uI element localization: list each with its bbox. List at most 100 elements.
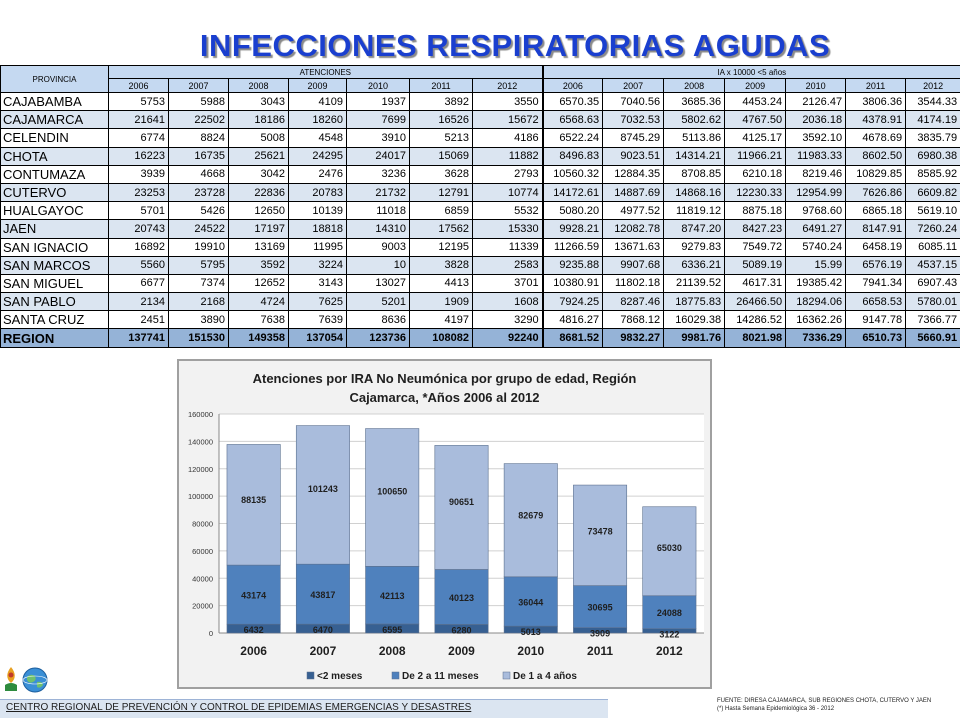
ia-cell: 4816.27 (541, 310, 604, 330)
province-name: SANTA CRUZ (0, 310, 109, 330)
ia-cell: 6570.35 (541, 91, 604, 112)
ia-cell: 3835.79 (905, 128, 960, 148)
data-label: 43174 (241, 591, 266, 601)
ia-cell: 9235.88 (541, 255, 604, 275)
legend-swatch (306, 671, 315, 680)
ia-cell: 8496.83 (541, 146, 604, 166)
chart-title: Atenciones por IRA No Neumónica por grup… (179, 369, 710, 407)
atenciones-cell: 15330 (471, 219, 544, 239)
ia-cell: 6576.19 (845, 255, 907, 275)
atenciones-cell: 7625 (288, 292, 347, 312)
ia-cell: 14868.16 (663, 182, 726, 203)
source-note: FUENTE: DIRESA CAJAMARCA, SUB REGIONES C… (717, 697, 931, 713)
atenciones-cell: 16223 (108, 146, 169, 166)
ia-cell: 8585.92 (905, 164, 960, 184)
atenciones-cell: 4668 (168, 164, 229, 184)
atenciones-cell: 2793 (471, 164, 544, 184)
atenciones-cell: 10 (346, 255, 410, 275)
data-label: 40123 (449, 593, 474, 603)
x-tick-label: 2007 (310, 644, 337, 658)
ia-cell: 9023.51 (602, 146, 665, 166)
atenciones-cell: 5795 (168, 255, 229, 275)
y-tick-label: 40000 (192, 574, 213, 583)
atenciones-cell: 18186 (228, 110, 289, 130)
atenciones-cell: 3592 (228, 255, 289, 275)
ia-cell: 8708.85 (663, 164, 726, 184)
header-year-aten: 2012 (471, 78, 544, 93)
atenciones-cell: 2168 (168, 292, 229, 312)
header-year-aten: 2008 (228, 78, 289, 93)
ia-cell: 8875.18 (724, 201, 787, 221)
bar-segment (295, 425, 350, 565)
atenciones-cell: 3628 (409, 164, 473, 184)
atenciones-cell: 2583 (471, 255, 544, 275)
table-row: SAN IGNACIO 16892 19910 13169 11995 9003 12195… (0, 237, 960, 257)
atenciones-cell: 7699 (346, 110, 410, 130)
table-row: CONTUMAZA 3939 4668 3042 2476 3236 3628 2793 105… (0, 164, 960, 184)
atenciones-cell: 11995 (288, 237, 347, 257)
atenciones-cell: 5988 (168, 91, 229, 112)
atenciones-cell: 3290 (471, 310, 544, 330)
atenciones-cell: 12652 (228, 273, 289, 294)
atenciones-cell: 3143 (288, 273, 347, 294)
province-name: SAN MARCOS (0, 255, 109, 275)
ia-cell: 4977.52 (602, 201, 665, 221)
ia-cell: 6609.82 (905, 182, 960, 203)
source-line-1: FUENTE: DIRESA CAJAMARCA, SUB REGIONES C… (717, 698, 932, 704)
atenciones-cell: 20783 (288, 182, 347, 203)
ia-cell: 9832.27 (602, 328, 665, 348)
atenciones-cell: 18818 (288, 219, 347, 239)
atenciones-cell: 18260 (288, 110, 347, 130)
bar-segment (573, 484, 628, 586)
data-label: 24088 (657, 608, 682, 618)
header-year-aten: 2011 (409, 78, 473, 93)
data-label: 6432 (244, 625, 264, 635)
header-year-ia: 2006 (541, 78, 604, 93)
atenciones-cell: 17562 (409, 219, 473, 239)
header-year-ia: 2012 (905, 78, 960, 93)
atenciones-cell: 23253 (108, 182, 169, 203)
header-year-ia: 2009 (724, 78, 787, 93)
ia-cell: 10560.32 (541, 164, 604, 184)
province-name: CELENDIN (0, 128, 109, 148)
y-tick-label: 160000 (188, 410, 213, 419)
footer-bar: CENTRO REGIONAL DE PREVENCIÓN Y CONTROL … (0, 699, 608, 718)
bar-segment (642, 595, 697, 630)
ia-cell: 5740.24 (785, 237, 847, 257)
ia-cell: 7924.25 (541, 292, 604, 312)
table-body: PROVINCIA ATENCIONES IA x 10000 <5 años … (0, 65, 960, 348)
x-tick-label: 2012 (656, 644, 683, 658)
table-row: REGION 137741 151530 149358 137054 123736 1080… (0, 328, 960, 348)
y-tick-label: 20000 (192, 602, 213, 611)
ia-cell: 12884.35 (602, 164, 665, 184)
atenciones-cell: 1608 (471, 292, 544, 312)
ia-cell: 7336.29 (785, 328, 847, 348)
ia-cell: 3592.10 (785, 128, 847, 148)
ia-cell: 8427.23 (724, 219, 787, 239)
ira-table: PROVINCIA ATENCIONES IA x 10000 <5 años … (0, 65, 960, 348)
ia-cell: 6568.63 (541, 110, 604, 130)
atenciones-cell: 20743 (108, 219, 169, 239)
ia-cell: 9147.78 (845, 310, 907, 330)
atenciones-cell: 5008 (228, 128, 289, 148)
atenciones-cell: 3910 (346, 128, 410, 148)
header-year-ia: 2007 (602, 78, 665, 93)
legend-swatch (502, 671, 511, 680)
ia-cell: 7941.34 (845, 273, 907, 294)
atenciones-cell: 3236 (346, 164, 410, 184)
data-label: 5013 (521, 627, 541, 637)
ia-cell: 7549.72 (724, 237, 787, 257)
ia-cell: 5660.91 (905, 328, 960, 348)
ia-cell: 3685.36 (663, 91, 726, 112)
province-name: SAN IGNACIO (0, 237, 109, 257)
ia-cell: 7032.53 (602, 110, 665, 130)
atenciones-cell: 137054 (288, 328, 347, 348)
ia-cell: 6085.11 (905, 237, 960, 257)
stacked-bar-chart: 0 20000 40000 60000 80000 100000 120000 140000 1… (188, 410, 704, 682)
atenciones-cell: 5753 (108, 91, 169, 112)
bar-segment (434, 569, 489, 625)
legend-label: <2 meses (317, 671, 363, 682)
atenciones-cell: 21732 (346, 182, 410, 203)
ia-cell: 26466.50 (724, 292, 787, 312)
data-label: 6595 (382, 625, 402, 635)
